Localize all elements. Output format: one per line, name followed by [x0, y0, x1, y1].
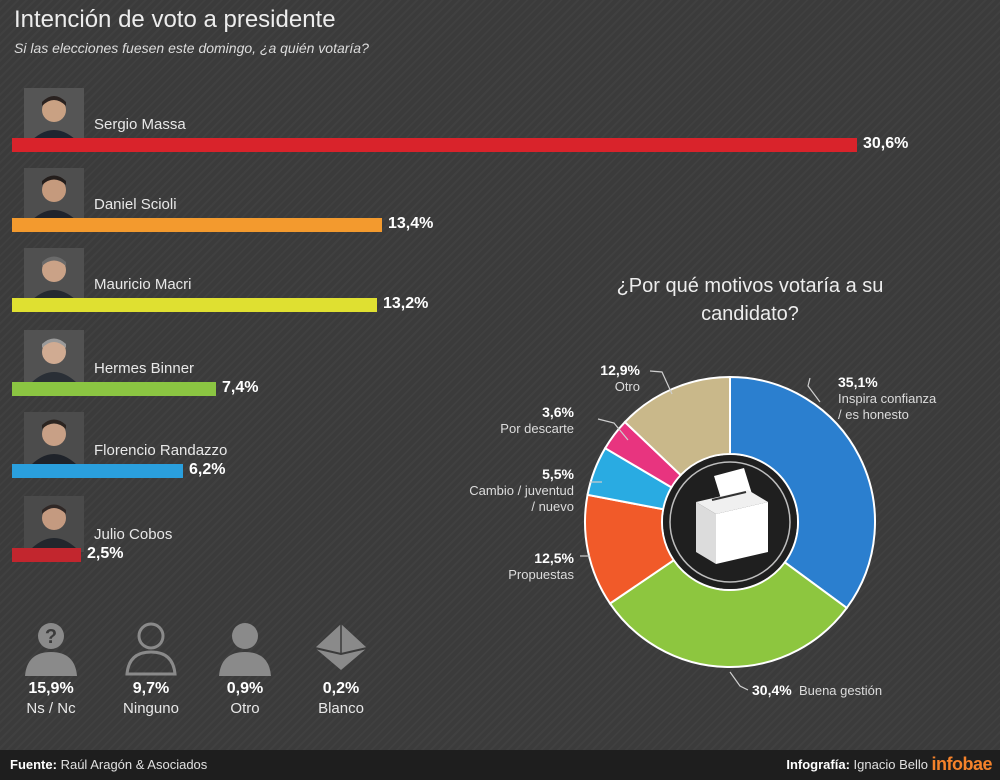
candidate-bar: [12, 548, 81, 562]
candidate-bar: [12, 298, 377, 312]
candidate-name: Julio Cobos: [94, 526, 173, 543]
other-response-other: 0,9% Otro: [200, 618, 290, 717]
candidate-row: Julio Cobos 2,5%: [0, 490, 960, 570]
candidate-value: 7,4%: [222, 379, 259, 396]
candidate-name: Florencio Randazzo: [94, 442, 228, 459]
candidate-row: Sergio Massa 30,6%: [0, 82, 960, 162]
candidate-name: Sergio Massa: [94, 116, 186, 133]
reason-label-other: 12,9% Otro: [600, 362, 640, 394]
reason-label-proposals: 12,5% Propuestas: [508, 550, 574, 582]
reason-label-management: 30,4% Buena gestión: [752, 682, 883, 698]
candidate-photo: [24, 88, 84, 144]
candidate-photo: [24, 168, 84, 224]
candidate-value: 30,6%: [863, 135, 909, 152]
candidate-bar: [12, 382, 216, 396]
person-icon: [219, 623, 271, 676]
candidate-row: Mauricio Macri 13,2%: [0, 242, 960, 322]
candidate-value: 2,5%: [87, 545, 124, 562]
other-response-nsnc: ? 15,9% Ns / Nc: [6, 618, 96, 717]
source-credit: Fuente: Raúl Aragón & Asociados: [10, 757, 208, 772]
candidate-name: Mauricio Macri: [94, 276, 192, 293]
candidate-bar: [12, 464, 183, 478]
donut-segment: [623, 375, 731, 477]
envelope-icon: [314, 624, 368, 670]
question-person-icon: ?: [25, 623, 77, 676]
outline-person-icon: [125, 622, 177, 676]
infographic-credit: Infografía: Ignacio Bello: [786, 757, 928, 772]
candidate-value: 13,4%: [388, 215, 434, 232]
other-response-none: 9,7% Ninguno: [106, 618, 196, 717]
page-subtitle: Si las elecciones fuesen este domingo, ¿…: [14, 40, 369, 56]
candidate-bar: [12, 218, 382, 232]
candidate-name: Hermes Binner: [94, 360, 195, 377]
brand-logo: infobae: [931, 754, 992, 774]
reason-label-discard: 3,6% Por descarte: [500, 404, 574, 436]
candidate-row: Hermes Binner 7,4%: [0, 324, 960, 404]
candidate-value: 6,2%: [189, 461, 226, 478]
ballot-box-icon: [696, 468, 768, 564]
reason-label-change: 5,5% Cambio / juventud / nuevo: [469, 466, 574, 514]
candidate-row: Daniel Scioli 13,4%: [0, 162, 960, 242]
other-response-blank: 0,2% Blanco: [296, 618, 386, 717]
candidate-name: Daniel Scioli: [94, 196, 177, 213]
donut-chart: [580, 370, 876, 691]
candidate-photo: [24, 412, 84, 468]
svg-text:?: ?: [45, 626, 57, 648]
donut-chart-title: ¿Por qué motivos votaría a su candidato?: [616, 275, 884, 325]
candidate-row: Florencio Randazzo 6,2%: [0, 406, 960, 486]
reason-label-trust: 35,1% Inspira confianza / es honesto: [838, 374, 937, 422]
candidate-bar: [12, 138, 857, 152]
page-title: Intención de voto a presidente: [14, 6, 336, 33]
footer: Fuente: Raúl Aragón & Asociados Infograf…: [0, 750, 1000, 780]
candidate-photo: [24, 248, 84, 304]
candidate-value: 13,2%: [383, 295, 429, 312]
donut-segment: [729, 375, 876, 610]
donut-segment: [608, 558, 849, 668]
